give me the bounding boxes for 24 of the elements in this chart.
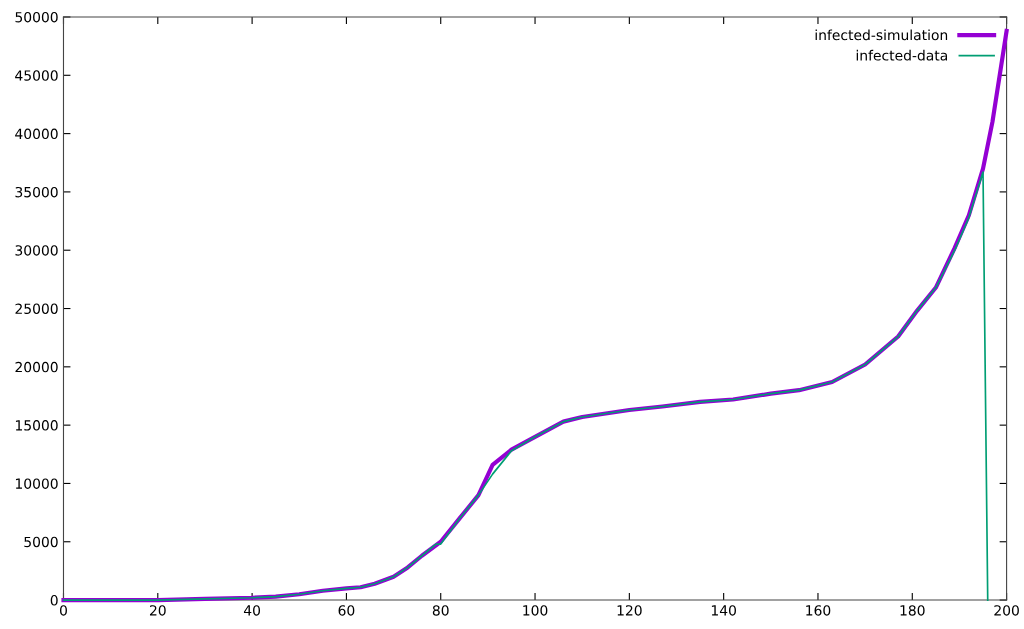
y-tick-label: 35000 (15, 186, 58, 198)
x-tick-label: 200 (994, 605, 1019, 616)
x-tick-label: 20 (149, 605, 166, 616)
y-tick-label: 20000 (15, 361, 58, 373)
x-tick-label: 40 (243, 605, 261, 616)
x-tick-label: 140 (711, 605, 736, 616)
x-tick-label: 120 (617, 605, 642, 616)
x-tick-label: 180 (900, 605, 925, 616)
x-tick-label: 160 (806, 605, 831, 616)
y-tick-label: 5000 (24, 536, 58, 548)
y-tick-label: 0 (50, 595, 58, 606)
x-tick-label: 100 (523, 605, 548, 616)
y-tick-label: 50000 (15, 11, 58, 23)
x-tick-label: 60 (338, 605, 355, 616)
y-tick-label: 30000 (15, 245, 58, 256)
x-tick-label: 0 (59, 605, 67, 616)
y-tick-label: 45000 (15, 70, 58, 81)
y-tick-label: 25000 (15, 303, 58, 314)
y-tick-label: 10000 (15, 478, 58, 489)
y-tick-label: 40000 (15, 128, 58, 140)
legend-label: infected-simulation (815, 29, 948, 41)
y-tick-label: 15000 (15, 420, 58, 431)
x-tick-label: 80 (432, 605, 449, 616)
legend-label: infected-data (856, 49, 947, 61)
